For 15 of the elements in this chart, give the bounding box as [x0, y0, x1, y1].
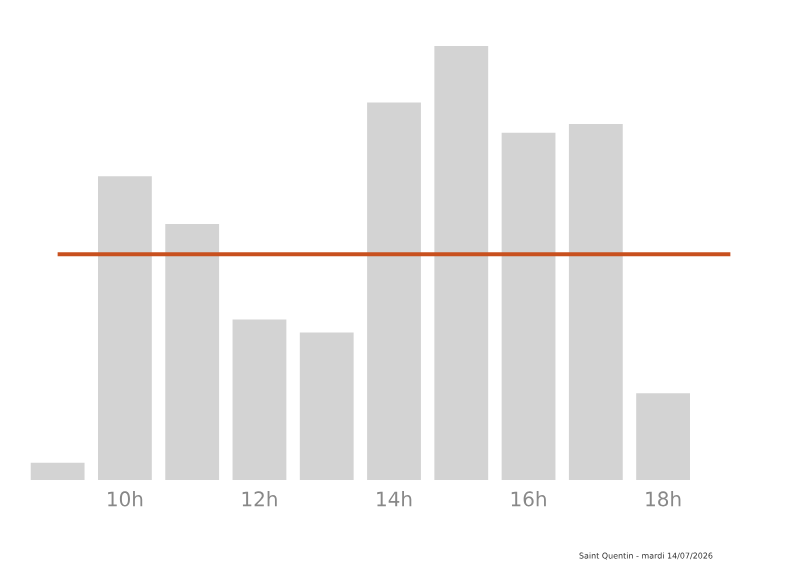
bar	[232, 319, 287, 480]
x-tick-label: 18h	[646, 491, 681, 507]
x-tick-label: 12h	[242, 491, 277, 507]
bar	[165, 223, 220, 480]
bar	[568, 124, 623, 480]
x-tick-label: 14h	[377, 491, 412, 507]
bar	[299, 332, 354, 480]
bar	[501, 132, 556, 480]
bar	[30, 462, 85, 480]
bar	[636, 393, 691, 480]
bar	[367, 102, 421, 480]
bar	[98, 176, 152, 480]
x-tick-label: 16h	[511, 491, 546, 507]
x-tick-label: 10h	[108, 491, 143, 507]
bar	[434, 45, 489, 480]
